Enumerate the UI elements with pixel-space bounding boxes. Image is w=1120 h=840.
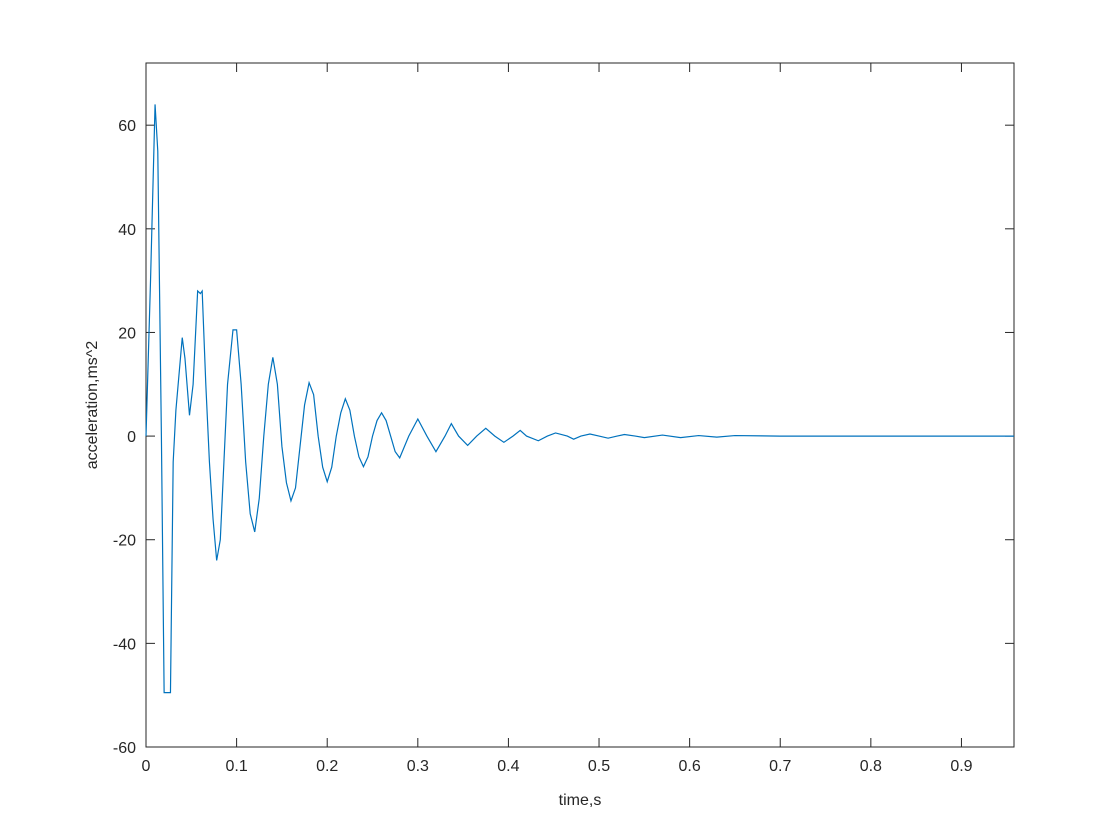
y-tick-label: -60 <box>113 740 136 757</box>
x-tick-label: 0.8 <box>860 758 882 775</box>
x-tick-label: 0.5 <box>588 758 610 775</box>
x-tick-label: 0.7 <box>769 758 791 775</box>
y-tick-label: 20 <box>118 325 136 342</box>
x-tick-label: 0 <box>142 758 151 775</box>
data-line <box>145 104 1014 694</box>
x-tick-label: 0.9 <box>950 758 972 775</box>
x-tick-label: 0.3 <box>407 758 429 775</box>
y-tick-label: -40 <box>113 636 136 653</box>
y-tick-label: 0 <box>127 429 136 446</box>
y-tick-label: 40 <box>118 222 136 239</box>
x-axis-label: time,s <box>559 792 602 809</box>
x-tick-label: 0.2 <box>316 758 338 775</box>
y-axis-label: acceleration,ms^2 <box>84 341 101 470</box>
x-tick-label: 0.6 <box>679 758 701 775</box>
y-tick-label: 60 <box>118 118 136 135</box>
plot-area <box>145 62 1015 748</box>
x-tick-label: 0.1 <box>225 758 247 775</box>
x-tick-label: 0.4 <box>497 758 519 775</box>
y-tick-label: -20 <box>113 533 136 550</box>
